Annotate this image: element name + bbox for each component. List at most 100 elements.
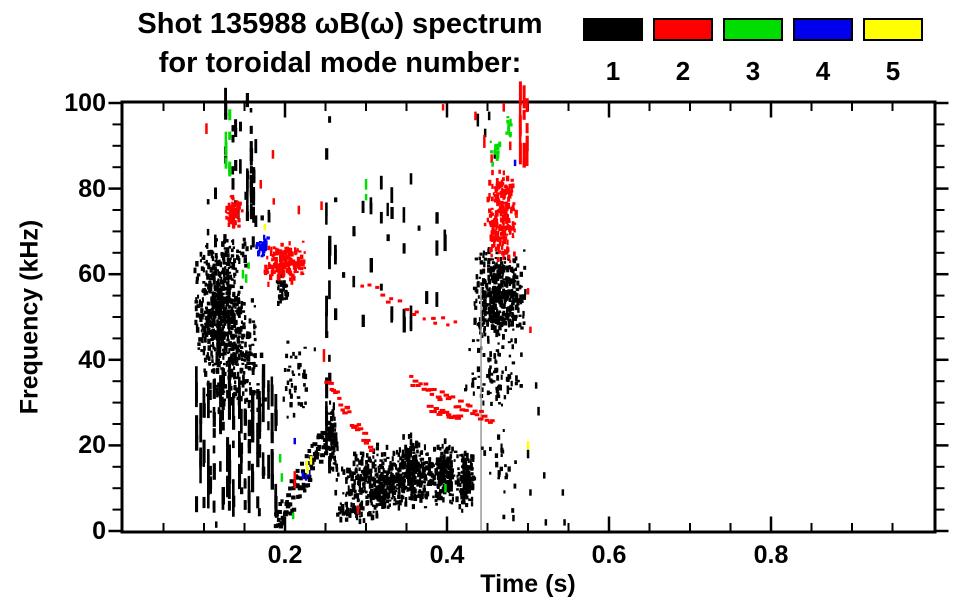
data-points-mode-1 bbox=[435, 503, 438, 506]
data-points-mode-2 bbox=[224, 210, 228, 213]
data-points-mode-1 bbox=[325, 377, 329, 399]
data-points-mode-1 bbox=[329, 426, 334, 432]
data-points-mode-1 bbox=[201, 332, 205, 338]
data-points-mode-2 bbox=[361, 438, 367, 442]
data-points-mode-1 bbox=[222, 306, 226, 311]
data-points-mode-1 bbox=[358, 489, 362, 492]
data-points-mode-1 bbox=[328, 435, 331, 442]
data-points-mode-2 bbox=[499, 213, 503, 217]
data-points-mode-1 bbox=[349, 471, 352, 477]
data-points-mode-1 bbox=[198, 299, 201, 305]
data-points-mode-1 bbox=[286, 380, 290, 385]
data-points-mode-1 bbox=[427, 482, 430, 486]
data-points-mode-1 bbox=[388, 465, 392, 470]
data-points-mode-1 bbox=[379, 283, 383, 291]
data-points-mode-1 bbox=[365, 495, 369, 499]
data-points-mode-1 bbox=[470, 462, 473, 469]
data-points-mode-1 bbox=[332, 462, 336, 465]
data-points-mode-2 bbox=[500, 200, 504, 204]
data-points-mode-1 bbox=[199, 251, 203, 257]
data-points-mode-1 bbox=[228, 245, 232, 249]
data-points-mode-1 bbox=[341, 466, 344, 472]
data-points-mode-1 bbox=[420, 493, 424, 500]
data-points-mode-1 bbox=[476, 113, 480, 127]
data-points-mode-1 bbox=[196, 273, 201, 277]
data-points-mode-1 bbox=[245, 246, 249, 252]
data-points-mode-4 bbox=[258, 242, 261, 247]
data-points-mode-1 bbox=[207, 471, 211, 495]
data-points-mode-1 bbox=[407, 471, 410, 477]
data-points-mode-1 bbox=[440, 472, 445, 477]
data-points-mode-2 bbox=[489, 236, 492, 242]
data-points-mode-1 bbox=[400, 461, 405, 466]
data-points-mode-1 bbox=[375, 503, 378, 508]
data-points-mode-2 bbox=[497, 237, 500, 242]
data-points-mode-1 bbox=[216, 348, 220, 354]
data-points-mode-1 bbox=[384, 470, 387, 473]
data-points-mode-1 bbox=[366, 481, 370, 484]
data-points-mode-1 bbox=[328, 116, 332, 123]
data-points-mode-2 bbox=[505, 175, 510, 182]
data-points-mode-1 bbox=[238, 344, 242, 348]
data-points-mode-1 bbox=[444, 475, 448, 478]
data-points-mode-1 bbox=[361, 451, 365, 456]
data-points-mode-1 bbox=[495, 349, 500, 352]
data-points-mode-1 bbox=[491, 319, 495, 323]
data-points-mode-1 bbox=[485, 252, 488, 256]
data-points-mode-2 bbox=[322, 349, 326, 362]
data-points-mode-1 bbox=[467, 481, 471, 487]
legend-label-mode-2: 2 bbox=[675, 56, 691, 86]
data-points-mode-1 bbox=[491, 266, 495, 273]
data-points-mode-1 bbox=[467, 471, 470, 475]
data-points-mode-2 bbox=[506, 246, 509, 251]
data-points-mode-2 bbox=[205, 123, 208, 134]
data-points-mode-1 bbox=[351, 497, 356, 500]
data-points-mode-2 bbox=[502, 196, 506, 199]
data-points-mode-1 bbox=[422, 487, 426, 492]
data-points-mode-1 bbox=[218, 271, 222, 278]
data-points-mode-1 bbox=[227, 444, 231, 465]
data-points-mode-2 bbox=[275, 247, 278, 253]
data-points-mode-2 bbox=[453, 320, 458, 324]
data-points-mode-1 bbox=[486, 319, 490, 326]
data-points-mode-1 bbox=[332, 441, 335, 445]
data-points-mode-1 bbox=[284, 386, 288, 391]
data-points-mode-1 bbox=[314, 455, 319, 460]
data-points-mode-1 bbox=[503, 261, 507, 264]
data-points-mode-1 bbox=[219, 375, 222, 399]
data-points-mode-1 bbox=[330, 411, 333, 415]
data-points-mode-2 bbox=[474, 413, 480, 417]
data-points-mode-1 bbox=[270, 376, 274, 387]
data-points-mode-1 bbox=[212, 368, 216, 372]
data-points-mode-1 bbox=[480, 322, 484, 327]
data-points-mode-2 bbox=[279, 257, 283, 262]
data-points-mode-1 bbox=[427, 466, 430, 471]
data-points-mode-2 bbox=[491, 237, 495, 242]
data-points-mode-2 bbox=[488, 179, 492, 186]
data-points-mode-1 bbox=[253, 330, 256, 336]
data-points-mode-1 bbox=[325, 313, 328, 335]
data-points-mode-2 bbox=[504, 209, 508, 214]
chart-title-line1: Shot 135988 ωB(ω) spectrum bbox=[137, 8, 543, 40]
data-points-mode-1 bbox=[239, 121, 242, 132]
data-points-mode-1 bbox=[226, 286, 231, 291]
data-points-mode-1 bbox=[507, 289, 511, 294]
data-points-mode-1 bbox=[292, 351, 295, 356]
data-points-mode-1 bbox=[360, 511, 363, 517]
data-points-mode-1 bbox=[233, 385, 237, 390]
data-points-mode-1 bbox=[243, 432, 247, 440]
data-points-mode-2 bbox=[288, 260, 291, 264]
data-points-mode-2 bbox=[280, 242, 284, 247]
data-points-mode-1 bbox=[374, 467, 377, 473]
data-points-mode-1 bbox=[221, 267, 225, 273]
data-points-mode-1 bbox=[491, 261, 495, 265]
data-points-mode-1 bbox=[226, 257, 230, 263]
data-points-mode-1 bbox=[360, 460, 364, 466]
data-points-mode-1 bbox=[490, 318, 493, 323]
data-points-mode-1 bbox=[354, 456, 358, 462]
data-points-mode-1 bbox=[286, 415, 289, 419]
data-points-mode-1 bbox=[450, 502, 454, 505]
data-points-mode-1 bbox=[267, 421, 270, 431]
data-points-mode-2 bbox=[489, 248, 492, 253]
data-points-mode-2 bbox=[337, 396, 342, 400]
